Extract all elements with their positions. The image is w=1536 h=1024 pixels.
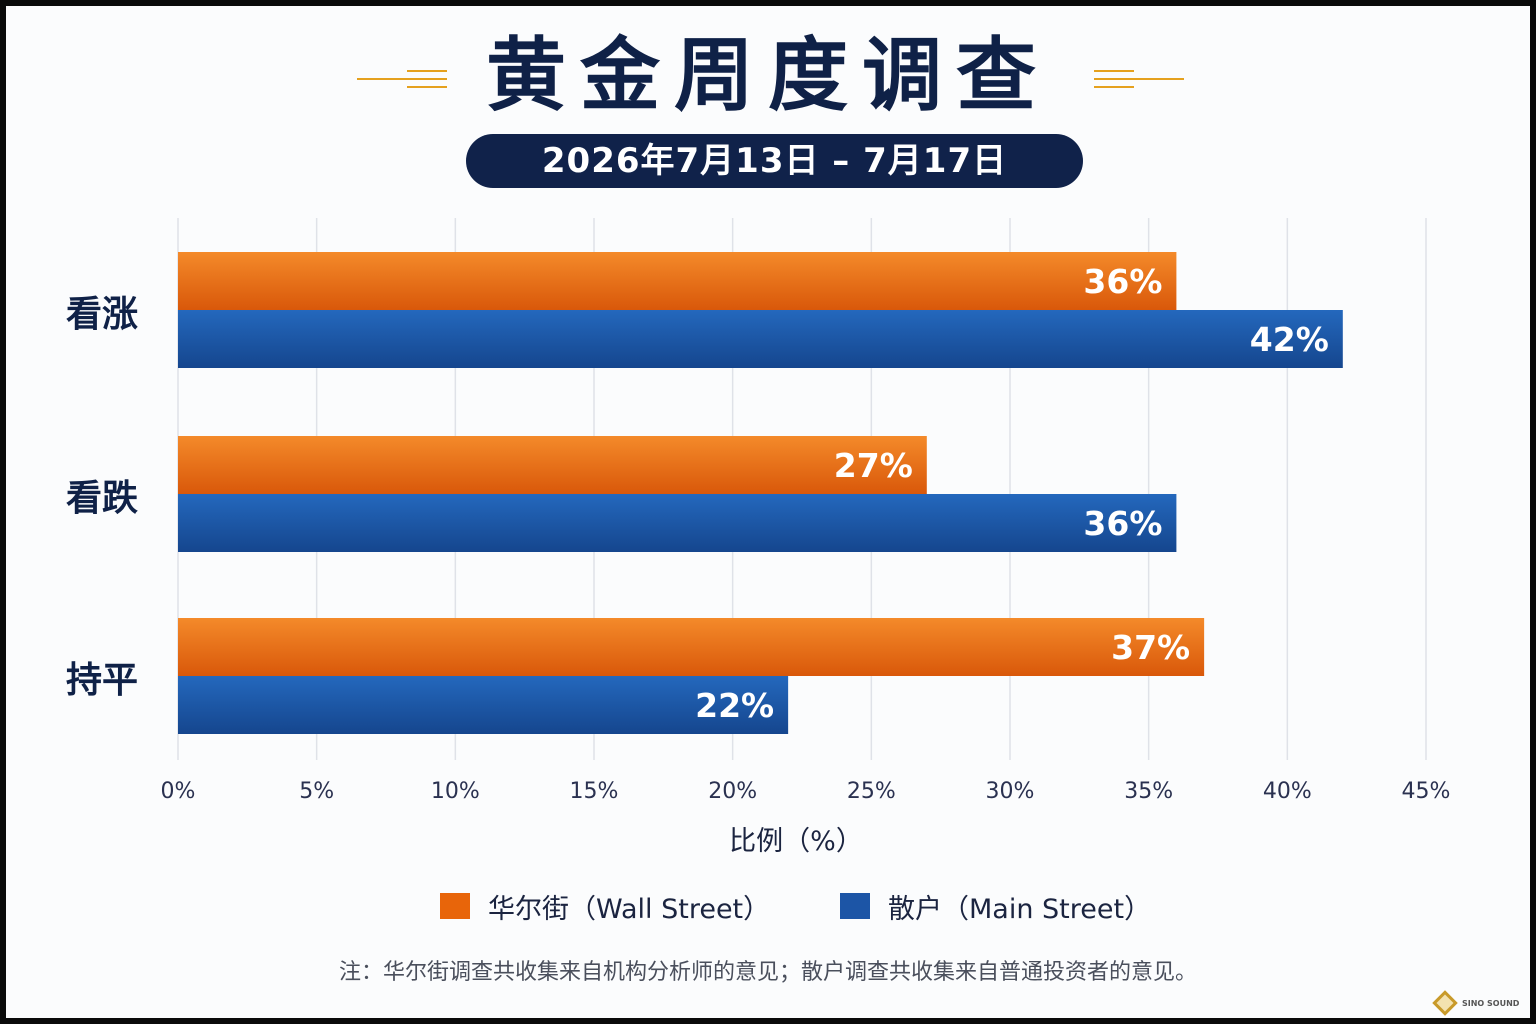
category-label: 看跌 bbox=[66, 478, 138, 519]
x-tick-label: 30% bbox=[986, 779, 1035, 804]
bar-main-street-0 bbox=[178, 310, 1343, 368]
x-tick-label: 45% bbox=[1402, 779, 1451, 804]
bar-wall-street-2 bbox=[178, 618, 1205, 676]
bar-main-street-2 bbox=[178, 676, 789, 734]
legend-item-wall-street: 华尔街（Wall Street） bbox=[440, 886, 770, 926]
category-label: 看涨 bbox=[66, 294, 138, 335]
x-tick-label: 15% bbox=[570, 779, 619, 804]
legend-swatch-wall-street bbox=[440, 893, 470, 919]
x-tick-label: 5% bbox=[299, 779, 334, 804]
bar-value-label: 36% bbox=[1083, 262, 1162, 301]
x-tick-label: 20% bbox=[708, 779, 757, 804]
bar-wall-street-1 bbox=[178, 436, 927, 494]
bar-value-label: 22% bbox=[695, 686, 774, 725]
logo-diamond-icon bbox=[1432, 990, 1458, 1016]
chart-footnote: 注：华尔街调查共收集来自机构分析师的意见；散户调查共收集来自普通投资者的意见。 bbox=[338, 960, 1197, 985]
legend-label-wall-street: 华尔街（Wall Street） bbox=[488, 893, 771, 925]
chart-legend: 华尔街（Wall Street） 散户（Main Street） bbox=[0, 886, 1536, 926]
bar-value-label: 42% bbox=[1250, 320, 1329, 359]
title-decoration-left bbox=[357, 68, 447, 90]
x-tick-label: 35% bbox=[1124, 779, 1173, 804]
x-axis-title: 比例（%） bbox=[729, 826, 863, 857]
bar-value-label: 37% bbox=[1111, 628, 1190, 667]
legend-item-main-street: 散户（Main Street） bbox=[840, 886, 1151, 926]
legend-swatch-main-street bbox=[840, 893, 870, 919]
brand-logo: SINO SOUND bbox=[1432, 990, 1528, 1016]
x-tick-label: 10% bbox=[431, 779, 480, 804]
bar-value-label: 27% bbox=[834, 446, 913, 485]
x-tick-label: 25% bbox=[847, 779, 896, 804]
bar-wall-street-0 bbox=[178, 252, 1177, 310]
category-label: 持平 bbox=[66, 660, 138, 701]
bar-value-label: 36% bbox=[1083, 504, 1162, 543]
x-tick-label: 0% bbox=[161, 779, 196, 804]
bar-main-street-1 bbox=[178, 494, 1177, 552]
title-decoration-right bbox=[1094, 68, 1184, 90]
date-range-badge: 2026年7月13日 – 7月17日 bbox=[466, 134, 1083, 188]
chart-title: 黄金周度调查 bbox=[486, 29, 1050, 122]
logo-text: SINO SOUND bbox=[1462, 998, 1520, 1008]
x-tick-label: 40% bbox=[1263, 779, 1312, 804]
legend-label-main-street: 散户（Main Street） bbox=[888, 893, 1152, 925]
